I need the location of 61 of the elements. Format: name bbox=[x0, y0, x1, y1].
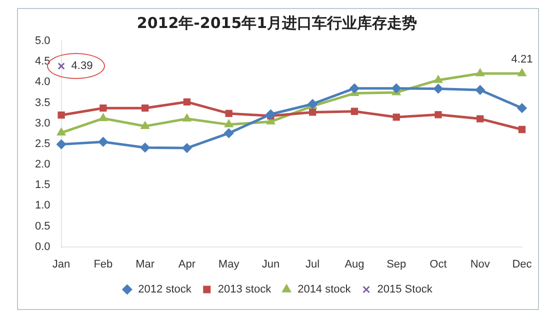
point bbox=[140, 142, 150, 152]
x-tick-label: Jun bbox=[261, 258, 280, 270]
point bbox=[57, 62, 64, 70]
x-tick-label: Jan bbox=[52, 258, 70, 270]
x-tick-label: Feb bbox=[93, 258, 112, 270]
point bbox=[99, 104, 106, 112]
point bbox=[265, 110, 275, 120]
point bbox=[224, 110, 232, 118]
x-tick-label: Apr bbox=[178, 258, 196, 270]
point bbox=[350, 108, 358, 115]
y-tick-label: 4.0 bbox=[34, 76, 50, 88]
data-label: 4.39 bbox=[70, 60, 92, 72]
point bbox=[516, 103, 526, 113]
chart-title: 2012年-2015年1月进口车行业库存走势 bbox=[136, 14, 417, 32]
point bbox=[349, 84, 359, 94]
x-tick-label: Mar bbox=[135, 258, 154, 270]
point bbox=[57, 112, 64, 119]
point bbox=[182, 143, 192, 153]
point bbox=[517, 68, 526, 76]
legend-label: 2014 stock bbox=[297, 284, 351, 296]
y-tick-label: 3.5 bbox=[34, 96, 50, 109]
point bbox=[182, 114, 191, 122]
y-tick-label: 2.5 bbox=[34, 138, 50, 150]
y-tick-label: 0.5 bbox=[34, 220, 50, 232]
y-tick-label: 3.0 bbox=[34, 117, 50, 130]
y-tick-label: 2.0 bbox=[34, 158, 50, 171]
y-tick-label: 1.0 bbox=[34, 200, 50, 212]
point bbox=[475, 68, 484, 76]
point bbox=[98, 137, 108, 147]
point bbox=[518, 126, 526, 134]
x-tick-label: Dec bbox=[512, 258, 532, 270]
point bbox=[392, 114, 400, 121]
legend-label: 2012 stock bbox=[138, 284, 192, 296]
y-tick-label: 0.0 bbox=[34, 240, 50, 253]
point bbox=[434, 75, 442, 83]
point bbox=[476, 115, 484, 122]
y-tick-label: 1.5 bbox=[34, 179, 50, 192]
x-tick-label: Nov bbox=[470, 258, 490, 270]
point bbox=[140, 104, 148, 112]
point bbox=[224, 128, 234, 138]
point bbox=[56, 140, 66, 150]
x-tick-label: Oct bbox=[429, 258, 446, 270]
y-tick-label: 4.5 bbox=[34, 56, 50, 68]
point bbox=[432, 84, 442, 94]
point bbox=[308, 108, 316, 116]
point bbox=[434, 111, 442, 118]
x-tick-label: May bbox=[218, 258, 240, 270]
x-tick-label: Aug bbox=[344, 258, 364, 270]
legend-label: 2013 stock bbox=[217, 284, 272, 296]
point bbox=[474, 85, 484, 95]
annotation: 4.21 bbox=[510, 54, 532, 66]
x-tick-label: Jul bbox=[305, 258, 320, 270]
point bbox=[98, 114, 107, 122]
x-tick-label: Sep bbox=[386, 258, 406, 270]
point bbox=[224, 120, 233, 128]
point bbox=[56, 128, 66, 136]
point bbox=[182, 98, 190, 106]
point bbox=[391, 84, 401, 94]
legend-label: 2015 Stock bbox=[376, 284, 432, 296]
point bbox=[140, 121, 149, 129]
y-tick-label: 5.0 bbox=[34, 35, 50, 48]
